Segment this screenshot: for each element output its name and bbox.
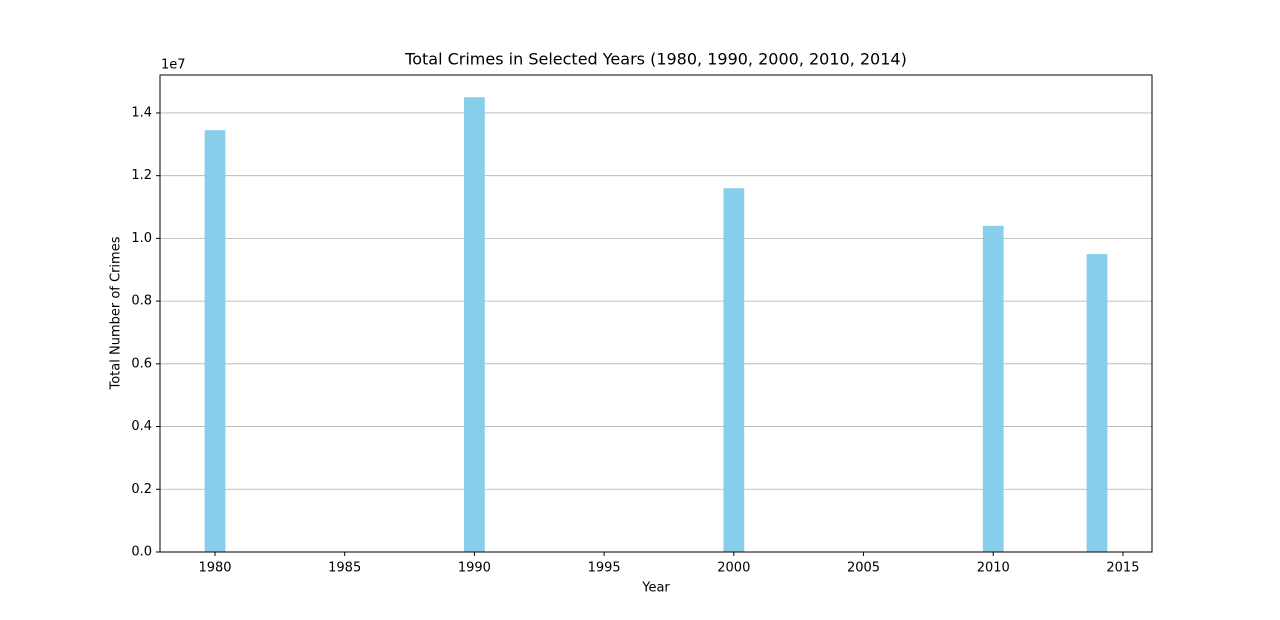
y-tick-label: 0.0 <box>131 545 152 560</box>
bar <box>204 130 226 553</box>
y-offset-label: 1e7 <box>161 58 186 73</box>
y-tick-label: 0.6 <box>131 356 152 371</box>
x-axis-label: Year <box>641 581 670 596</box>
bar <box>1086 254 1108 553</box>
x-tick-label: 2015 <box>1106 561 1139 576</box>
y-tick-label: 1.4 <box>131 105 152 120</box>
y-tick-label: 0.2 <box>131 482 152 497</box>
x-tick-label: 2000 <box>717 561 750 576</box>
x-tick-label: 1995 <box>588 561 621 576</box>
x-tick-label: 1980 <box>198 561 231 576</box>
bar <box>982 225 1004 552</box>
chart-title: Total Crimes in Selected Years (1980, 19… <box>404 50 907 69</box>
bar <box>464 97 485 553</box>
y-tick-label: 0.8 <box>131 294 152 309</box>
plot-frame <box>159 74 1153 553</box>
y-tick-label: 0.4 <box>131 419 152 434</box>
x-tick-label: 2010 <box>977 561 1010 576</box>
x-tick-label: 1985 <box>328 561 361 576</box>
y-tick-label: 1.2 <box>131 168 152 183</box>
x-tick-label: 1990 <box>458 561 491 576</box>
x-tick-label: 2005 <box>847 561 880 576</box>
y-tick-label: 1.0 <box>131 231 152 246</box>
bar <box>723 188 745 552</box>
y-axis-label: Total Number of Crimes <box>109 236 124 390</box>
